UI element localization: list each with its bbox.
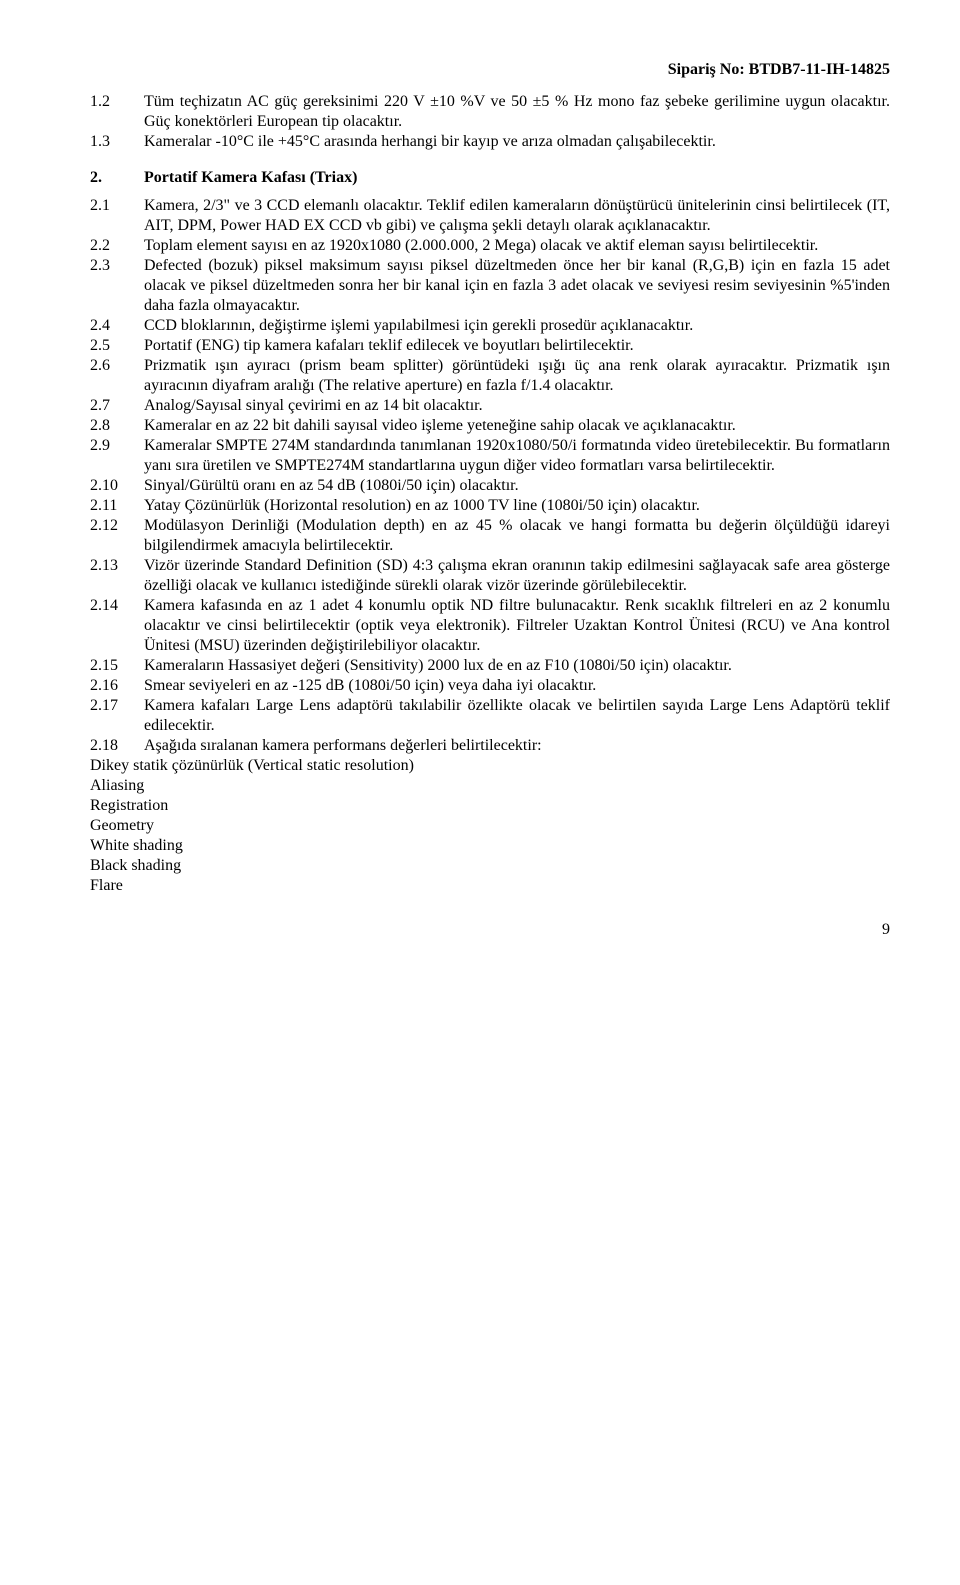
spec-item-text: Prizmatik ışın ayıracı (prism beam split… <box>144 356 890 396</box>
spec-item: 2.4CCD bloklarının, değiştirme işlemi ya… <box>90 316 890 336</box>
spec-item-text: Portatif (ENG) tip kamera kafaları tekli… <box>144 336 890 356</box>
spec-item-text: Kameraların Hassasiyet değeri (Sensitivi… <box>144 656 890 676</box>
spec-item-number: 2.18 <box>90 736 144 756</box>
spec-item: 2.9Kameralar SMPTE 274M standardında tan… <box>90 436 890 476</box>
spec-item: 2.7Analog/Sayısal sinyal çevirimi en az … <box>90 396 890 416</box>
spec-item-number: 2.14 <box>90 596 144 656</box>
spec-item-number: 2.5 <box>90 336 144 356</box>
spec-item-number: 1.2 <box>90 92 144 132</box>
spec-item-number: 2.9 <box>90 436 144 476</box>
spec-item: 2.15Kameraların Hassasiyet değeri (Sensi… <box>90 656 890 676</box>
performance-parameter: Dikey statik çözünürlük (Vertical static… <box>90 756 890 776</box>
performance-parameter: Geometry <box>90 816 890 836</box>
spec-item-number: 2.2 <box>90 236 144 256</box>
spec-item-number: 2.1 <box>90 196 144 236</box>
spec-item: 2.13Vizör üzerinde Standard Definition (… <box>90 556 890 596</box>
spec-item-text: CCD bloklarının, değiştirme işlemi yapıl… <box>144 316 890 336</box>
items-top-container: 1.2Tüm teçhizatın AC güç gereksinimi 220… <box>90 92 890 152</box>
spec-item-number: 2.8 <box>90 416 144 436</box>
spec-item: 2.3Defected (bozuk) piksel maksimum sayı… <box>90 256 890 316</box>
spec-item: 2.16Smear seviyeleri en az -125 dB (1080… <box>90 676 890 696</box>
spec-item: 2.6Prizmatik ışın ayıracı (prism beam sp… <box>90 356 890 396</box>
spec-item: 2.10Sinyal/Gürültü oranı en az 54 dB (10… <box>90 476 890 496</box>
spec-item-text: Kamera kafasında en az 1 adet 4 konumlu … <box>144 596 890 656</box>
spec-item-text: Yatay Çözünürlük (Horizontal resolution)… <box>144 496 890 516</box>
spec-item-text: Smear seviyeleri en az -125 dB (1080i/50… <box>144 676 890 696</box>
spec-item-number: 2.4 <box>90 316 144 336</box>
spec-item-text: Defected (bozuk) piksel maksimum sayısı … <box>144 256 890 316</box>
spec-item-number: 2.16 <box>90 676 144 696</box>
spec-item-text: Kamera kafaları Large Lens adaptörü takı… <box>144 696 890 736</box>
spec-item: 2.17Kamera kafaları Large Lens adaptörü … <box>90 696 890 736</box>
spec-item-text: Vizör üzerinde Standard Definition (SD) … <box>144 556 890 596</box>
spec-item-text: Kameralar -10°C ile +45°C arasında herha… <box>144 132 890 152</box>
spec-item-number: 2.12 <box>90 516 144 556</box>
performance-parameter: Black shading <box>90 856 890 876</box>
spec-item-number: 2.3 <box>90 256 144 316</box>
spec-item-text: Toplam element sayısı en az 1920x1080 (2… <box>144 236 890 256</box>
spec-item-text: Analog/Sayısal sinyal çevirimi en az 14 … <box>144 396 890 416</box>
spec-item-text: Sinyal/Gürültü oranı en az 54 dB (1080i/… <box>144 476 890 496</box>
order-number-header: Sipariş No: BTDB7-11-IH-14825 <box>90 60 890 80</box>
spec-item-text: Kamera, 2/3" ve 3 CCD elemanlı olacaktır… <box>144 196 890 236</box>
spec-item-text: Aşağıda sıralanan kamera performans değe… <box>144 736 890 756</box>
section-number: 2. <box>90 168 144 188</box>
spec-item: 1.3Kameralar -10°C ile +45°C arasında he… <box>90 132 890 152</box>
spec-item-number: 1.3 <box>90 132 144 152</box>
spec-item: 1.2Tüm teçhizatın AC güç gereksinimi 220… <box>90 92 890 132</box>
spec-item-number: 2.15 <box>90 656 144 676</box>
spec-item-number: 2.17 <box>90 696 144 736</box>
spec-item: 2.12Modülasyon Derinliği (Modulation dep… <box>90 516 890 556</box>
spec-item: 2.5Portatif (ENG) tip kamera kafaları te… <box>90 336 890 356</box>
spec-item-text: Kameralar en az 22 bit dahili sayısal vi… <box>144 416 890 436</box>
performance-parameter: Registration <box>90 796 890 816</box>
tail-lines-container: Dikey statik çözünürlük (Vertical static… <box>90 756 890 896</box>
section-title: Portatif Kamera Kafası (Triax) <box>144 168 890 188</box>
spec-item: 2.14Kamera kafasında en az 1 adet 4 konu… <box>90 596 890 656</box>
spec-item: 2.2Toplam element sayısı en az 1920x1080… <box>90 236 890 256</box>
spec-item: 2.18Aşağıda sıralanan kamera performans … <box>90 736 890 756</box>
spec-item-text: Modülasyon Derinliği (Modulation depth) … <box>144 516 890 556</box>
spec-item-number: 2.6 <box>90 356 144 396</box>
spec-item-text: Kameralar SMPTE 274M standardında tanıml… <box>144 436 890 476</box>
spec-item: 2.11Yatay Çözünürlük (Horizontal resolut… <box>90 496 890 516</box>
spec-item: 2.1Kamera, 2/3" ve 3 CCD elemanlı olacak… <box>90 196 890 236</box>
spec-item-number: 2.13 <box>90 556 144 596</box>
section-heading: 2. Portatif Kamera Kafası (Triax) <box>90 168 890 188</box>
page-number: 9 <box>90 920 890 940</box>
spec-item-number: 2.11 <box>90 496 144 516</box>
performance-parameter: Flare <box>90 876 890 896</box>
performance-parameter: Aliasing <box>90 776 890 796</box>
performance-parameter: White shading <box>90 836 890 856</box>
items-container: 2.1Kamera, 2/3" ve 3 CCD elemanlı olacak… <box>90 196 890 756</box>
spec-item: 2.8Kameralar en az 22 bit dahili sayısal… <box>90 416 890 436</box>
spec-item-number: 2.10 <box>90 476 144 496</box>
spec-item-text: Tüm teçhizatın AC güç gereksinimi 220 V … <box>144 92 890 132</box>
spec-item-number: 2.7 <box>90 396 144 416</box>
